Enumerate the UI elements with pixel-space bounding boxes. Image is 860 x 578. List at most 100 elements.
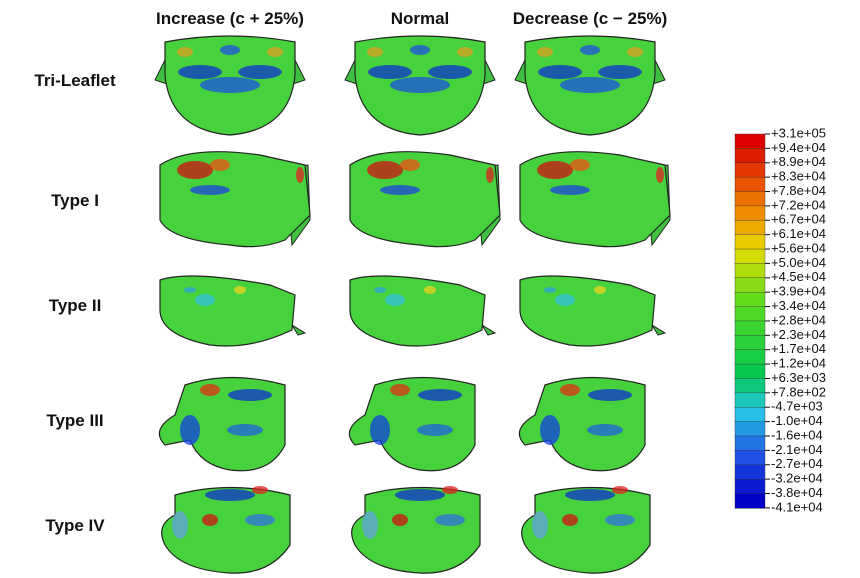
stress-region — [605, 514, 635, 526]
stress-region — [612, 486, 628, 494]
stress-region — [178, 65, 222, 79]
stress-region — [594, 286, 606, 294]
stress-region — [560, 384, 580, 396]
valve-flap — [292, 325, 305, 335]
stress-region — [555, 294, 575, 306]
colorbar-label: +3.4e+04 — [771, 298, 826, 313]
colorbar-label: +6.1e+04 — [771, 226, 826, 241]
stress-region — [177, 47, 193, 57]
valve-model — [350, 152, 500, 247]
valve-model — [160, 152, 310, 247]
valve-model — [162, 486, 290, 573]
colorbar-band — [735, 335, 765, 350]
stress-region — [374, 287, 386, 293]
colorbar-label: -3.8e+04 — [771, 485, 823, 500]
colorbar-label: +1.2e+04 — [771, 356, 826, 371]
colorbar-label: +7.8e+04 — [771, 183, 826, 198]
colorbar-label: +9.4e+04 — [771, 140, 826, 155]
stress-region — [370, 415, 390, 445]
stress-region — [400, 159, 420, 171]
stress-region — [180, 415, 200, 445]
stress-region — [385, 294, 405, 306]
row-label: Type I — [51, 191, 99, 210]
colorbar-band — [735, 220, 765, 235]
colorbar-band — [735, 163, 765, 178]
valve-model — [519, 378, 645, 471]
colorbar-label: +5.0e+04 — [771, 255, 826, 270]
stress-region — [538, 65, 582, 79]
figure: Increase (c + 25%)NormalDecrease (c − 25… — [0, 0, 860, 578]
stress-region — [435, 514, 465, 526]
stress-region — [362, 511, 378, 539]
colorbar-label: +7.8e+02 — [771, 384, 826, 399]
stress-region — [177, 161, 213, 179]
column-header: Decrease (c − 25%) — [513, 9, 668, 28]
stress-region — [380, 185, 420, 195]
colorbar-band — [735, 307, 765, 322]
colorbar: +3.1e+05+9.4e+04+8.9e+04+8.3e+04+7.8e+04… — [735, 125, 826, 514]
column-header: Increase (c + 25%) — [156, 9, 304, 28]
colorbar-label: -1.0e+04 — [771, 413, 823, 428]
colorbar-band — [735, 278, 765, 293]
colorbar-label: -2.7e+04 — [771, 456, 823, 471]
stress-region — [580, 45, 600, 55]
colorbar-band — [735, 148, 765, 163]
stress-region — [442, 486, 458, 494]
stress-region — [267, 47, 283, 57]
stress-region — [200, 77, 260, 93]
colorbar-label: +4.5e+04 — [771, 269, 826, 284]
row-label: Type III — [46, 411, 103, 430]
colorbar-label: +6.7e+04 — [771, 212, 826, 227]
colorbar-band — [735, 192, 765, 207]
colorbar-band — [735, 364, 765, 379]
valve-body — [520, 276, 655, 346]
stress-region — [184, 287, 196, 293]
row-label: Tri-Leaflet — [34, 71, 116, 90]
colorbar-label: +8.9e+04 — [771, 154, 826, 169]
stress-region — [562, 514, 578, 526]
stress-region — [540, 415, 560, 445]
stress-region — [424, 286, 436, 294]
row-label: Type IV — [45, 516, 105, 535]
stress-region — [202, 514, 218, 526]
stress-region — [417, 424, 453, 436]
valve-model — [352, 486, 480, 573]
colorbar-label: +3.9e+04 — [771, 284, 826, 299]
stress-region — [428, 65, 472, 79]
stress-region — [457, 47, 473, 57]
stress-region — [195, 294, 215, 306]
colorbar-band — [735, 436, 765, 451]
valve-model — [160, 276, 305, 346]
colorbar-label: -4.7e+03 — [771, 399, 823, 414]
stress-region — [418, 389, 462, 401]
stress-region — [367, 47, 383, 57]
colorbar-label: -4.1e+04 — [771, 499, 823, 514]
valve-model — [349, 378, 475, 471]
stress-region — [588, 389, 632, 401]
stress-region — [227, 424, 263, 436]
stress-region — [532, 511, 548, 539]
stress-region — [172, 511, 188, 539]
stress-region — [245, 514, 275, 526]
colorbar-band — [735, 465, 765, 480]
stress-region — [392, 514, 408, 526]
stress-region — [537, 47, 553, 57]
colorbar-band — [735, 479, 765, 494]
stress-region — [570, 159, 590, 171]
colorbar-label: +6.3e+03 — [771, 370, 826, 385]
valve-model — [515, 36, 665, 135]
colorbar-label: +5.6e+04 — [771, 240, 826, 255]
valve-model — [345, 36, 495, 135]
stress-region — [190, 185, 230, 195]
colorbar-band — [735, 249, 765, 264]
stress-region — [252, 486, 268, 494]
stress-region — [587, 424, 623, 436]
valve-model — [159, 378, 285, 471]
colorbar-band — [735, 378, 765, 393]
stress-region — [368, 65, 412, 79]
valve-flap — [652, 325, 665, 335]
colorbar-band — [735, 206, 765, 221]
colorbar-band — [735, 292, 765, 307]
stress-region — [205, 489, 255, 501]
stress-region — [410, 45, 430, 55]
